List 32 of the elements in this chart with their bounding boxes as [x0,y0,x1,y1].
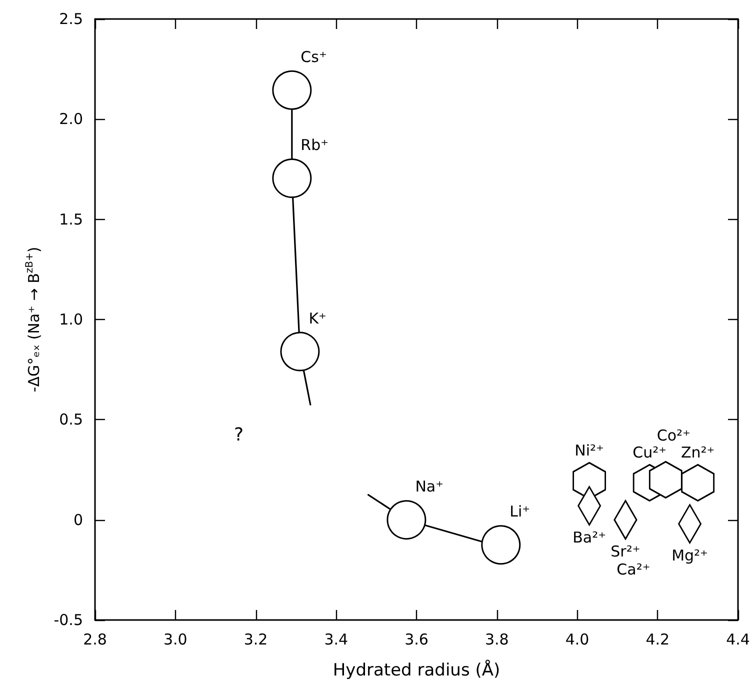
x-tick-label: 3.2 [244,630,268,648]
data-label: Ca²⁺ [616,560,650,578]
data-label: Zn²⁺ [680,443,715,462]
annotation: ? [234,424,244,446]
x-tick-label: 4.4 [726,630,750,648]
data-label: K⁺ [308,309,326,328]
data-label: Ba²⁺ [572,528,606,546]
x-tick-label: 4.2 [646,630,670,648]
x-tick-label: 3.6 [404,630,428,648]
y-tick-label: 1.5 [59,210,83,228]
data-label: Ni²⁺ [574,441,604,460]
y-axis-title: -ΔG°ₑₓ (Na⁺ → BzB+) [24,246,43,392]
data-label: Cu²⁺ [632,443,667,462]
y-tick-label: 1.0 [59,310,83,328]
x-tick-label: 3.0 [163,630,188,648]
data-label: Li⁺ [510,502,530,521]
y-tick-label: -0.5 [54,611,83,629]
data-label: Mg²⁺ [672,546,708,564]
data-label: Cs⁺ [300,48,327,66]
x-tick-label: 2.8 [83,630,107,648]
y-tick-label: 2.5 [59,10,83,28]
data-label: Sr²⁺ [610,542,640,560]
x-tick-label: 3.4 [324,630,348,648]
data-label: Co²⁺ [656,426,690,444]
x-tick-label: 3.8 [484,630,509,648]
data-label: Rb⁺ [300,136,329,154]
data-label: Na⁺ [415,478,444,496]
y-tick-label: 0.5 [59,410,83,429]
x-axis-title: Hydrated radius (Å) [332,660,500,680]
y-tick-label: 2.0 [59,110,83,128]
y-tick-label: 0 [73,510,83,529]
x-tick-label: 4.0 [565,630,590,648]
